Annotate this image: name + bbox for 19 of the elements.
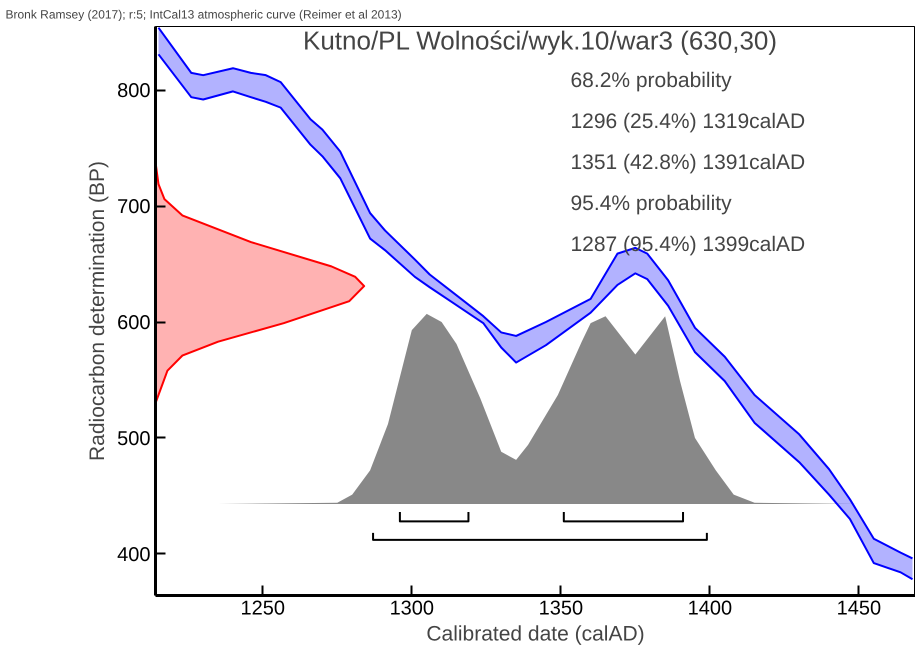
y-axis-title: Radiocarbon determination (BP)	[86, 160, 110, 461]
y-tick-label: 700	[117, 196, 151, 218]
chart-title: Kutno/PL Wolności/wyk.10/war3 (630,30)	[303, 26, 778, 56]
y-tick-label: 500	[117, 428, 151, 450]
x-tick-label: 1300	[390, 598, 434, 620]
annotation: 68.2% probability	[570, 69, 732, 92]
x-tick-label: 1250	[240, 598, 286, 620]
y-tick-label: 600	[117, 312, 151, 334]
x-tick-label: 1450	[836, 598, 882, 620]
annotation: 95.4% probability	[570, 192, 732, 215]
annotation: 1351 (42.8%) 1391calAD	[570, 151, 806, 174]
x-tick-label: 1350	[538, 598, 584, 620]
annotation: 1287 (95.4%) 1399calAD	[570, 233, 806, 256]
text: Bronk Ramsey (2017); r:5; IntCal13 atmospheric curve (Reimer et al 2013)	[6, 8, 402, 22]
y-tick-label: 400	[117, 544, 151, 566]
x-tick-label: 1400	[688, 598, 732, 620]
x-axis-title: Calibrated date (calAD)	[426, 622, 645, 646]
y-tick-label: 800	[117, 80, 151, 102]
annotation: 1296 (25.4%) 1319calAD	[570, 110, 806, 133]
